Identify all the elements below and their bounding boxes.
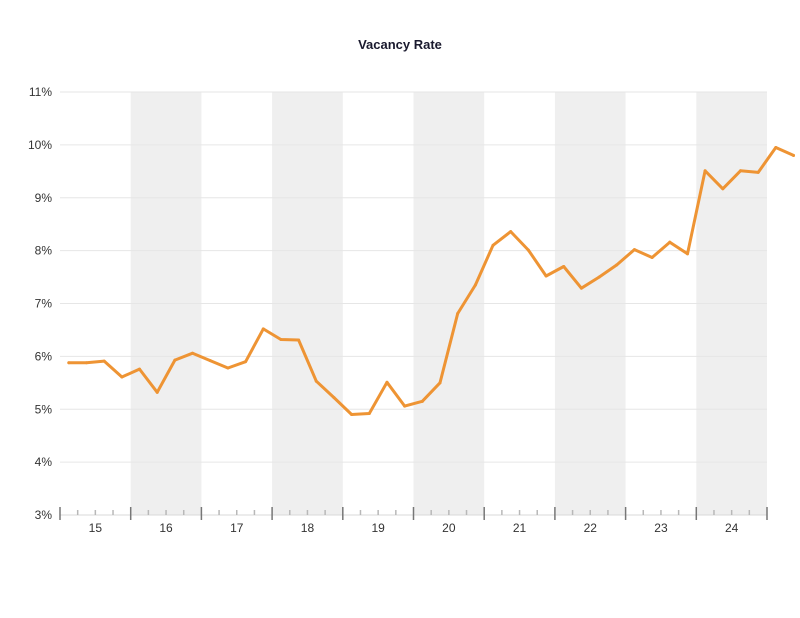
y-axis-ticks: 3% 4% 5% 6% 7% 8% 9% 10% 11% (28, 85, 52, 522)
data-point (191, 351, 195, 355)
y-tick-label: 10% (28, 138, 52, 152)
x-tick-label: 24 (725, 521, 739, 535)
y-tick-label: 7% (35, 297, 53, 311)
data-point (350, 413, 354, 417)
x-axis-ticks: 15 16 17 18 19 20 21 22 23 24 (89, 521, 739, 535)
data-point (314, 379, 318, 383)
data-point (155, 390, 159, 394)
x-tick-label: 23 (654, 521, 668, 535)
data-point (491, 243, 495, 247)
chart-title: Vacancy Rate (358, 37, 442, 52)
data-point (685, 252, 689, 256)
data-point (774, 146, 778, 150)
data-point (85, 361, 89, 365)
y-tick-label: 4% (35, 455, 53, 469)
data-point (332, 396, 336, 400)
y-tick-label: 3% (35, 508, 53, 522)
data-point (367, 411, 371, 415)
x-tick-label: 21 (513, 521, 527, 535)
data-point (597, 275, 601, 279)
data-point (721, 187, 725, 191)
data-point (297, 338, 301, 342)
data-point (544, 274, 548, 278)
data-point (102, 359, 106, 363)
data-point (650, 255, 654, 259)
data-point (244, 360, 248, 364)
data-point (579, 286, 583, 290)
series-layer (67, 146, 796, 417)
x-tick-label: 17 (230, 521, 244, 535)
data-point (438, 381, 442, 385)
data-point (403, 404, 407, 408)
x-tick-label: 19 (371, 521, 385, 535)
x-tick-label: 18 (301, 521, 315, 535)
y-tick-label: 11% (29, 85, 52, 99)
data-point (509, 230, 513, 234)
x-axis (59, 507, 768, 520)
data-point (615, 263, 619, 267)
data-point (456, 312, 460, 316)
data-point (703, 169, 707, 173)
x-tick-label: 15 (89, 521, 103, 535)
data-point (632, 248, 636, 252)
data-point (792, 153, 796, 157)
data-point (279, 337, 283, 341)
series-line (67, 146, 795, 416)
data-point (138, 367, 142, 371)
x-tick-label: 16 (159, 521, 173, 535)
data-point (120, 375, 124, 379)
data-point (261, 327, 265, 331)
data-point (756, 170, 760, 174)
y-tick-label: 6% (35, 349, 53, 363)
gridlines (60, 91, 767, 463)
x-tick-label: 20 (442, 521, 456, 535)
data-point (208, 359, 212, 363)
y-tick-label: 5% (35, 402, 53, 416)
data-point (738, 169, 742, 173)
data-point (173, 358, 177, 362)
y-tick-label: 8% (35, 244, 53, 258)
data-point (668, 240, 672, 244)
x-tick-label: 22 (584, 521, 598, 535)
data-point (226, 366, 230, 370)
data-point (526, 248, 530, 252)
data-point (420, 399, 424, 403)
data-point (385, 380, 389, 384)
data-point (473, 283, 477, 287)
y-tick-label: 9% (35, 191, 53, 205)
data-point (67, 361, 71, 365)
data-point (562, 264, 566, 268)
